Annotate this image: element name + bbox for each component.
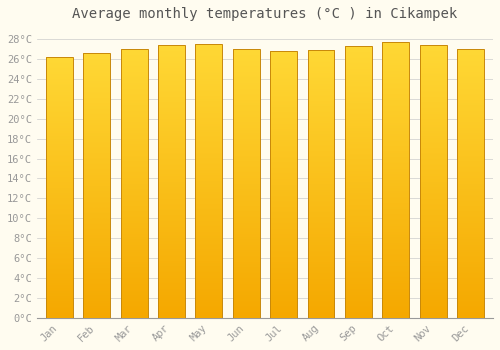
Bar	[158, 45, 185, 318]
Bar	[83, 53, 110, 318]
Bar	[382, 42, 409, 318]
Bar	[345, 46, 372, 318]
Bar	[270, 51, 297, 318]
Bar	[120, 49, 148, 318]
Bar	[46, 57, 72, 318]
Bar	[457, 49, 484, 318]
Title: Average monthly temperatures (°C ) in Cikampek: Average monthly temperatures (°C ) in Ci…	[72, 7, 458, 21]
Bar	[420, 45, 446, 318]
Bar	[196, 44, 222, 318]
Bar	[308, 50, 334, 318]
Bar	[233, 49, 260, 318]
